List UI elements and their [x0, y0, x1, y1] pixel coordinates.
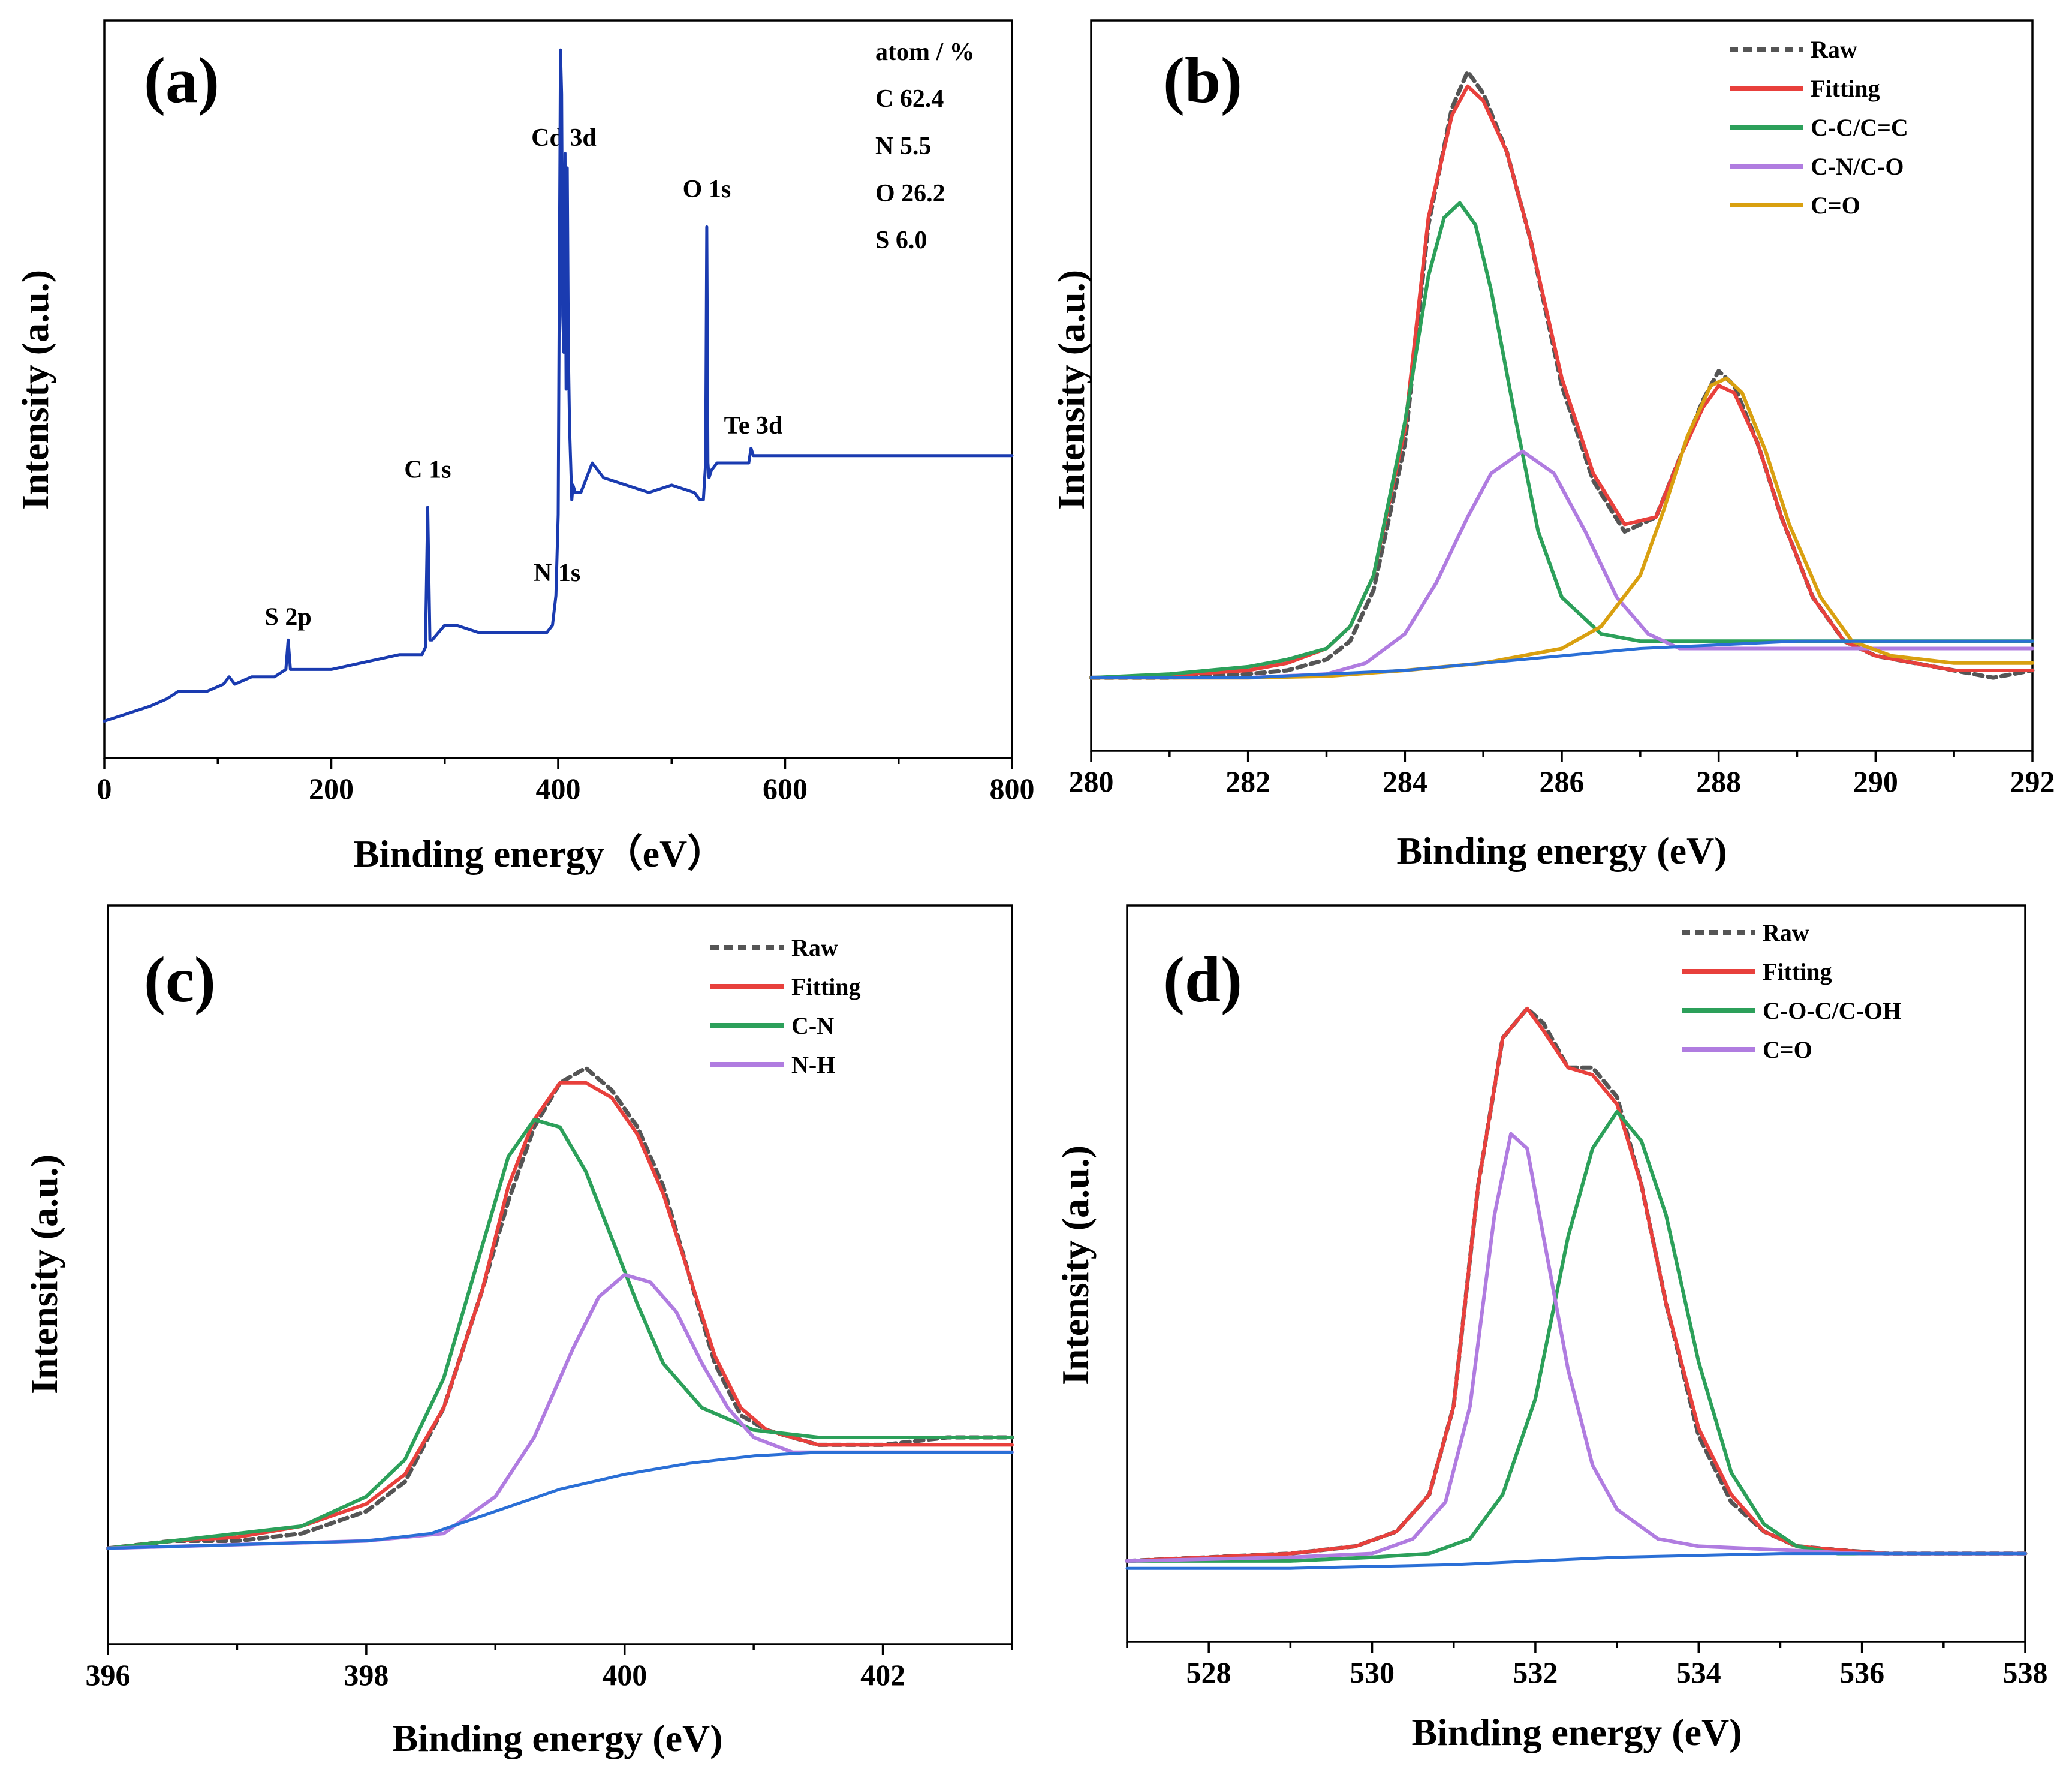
legend-label: C-N/C-O: [1811, 153, 1904, 180]
legend-label: Raw: [1763, 919, 1809, 946]
y-axis-label: Intensity (a.u.): [14, 270, 56, 510]
series-c-o-c-c-oh: [1125, 1109, 2027, 1563]
x-tick-label: 0: [97, 772, 112, 805]
x-tick-label: 290: [1853, 765, 1898, 798]
peak-label: Te 3d: [724, 412, 783, 440]
x-tick-label: 398: [344, 1658, 389, 1692]
legend: Raw Fitting C-C/C=C C-N/C-O C=O: [1730, 36, 1908, 219]
legend-label: C=O: [1763, 1036, 1812, 1063]
peak-label: C 1s: [404, 456, 451, 484]
x-tick-label: 400: [602, 1658, 647, 1692]
series-fitting: [1125, 1006, 2027, 1563]
series-c-n: [106, 1118, 1014, 1550]
x-tick-label: 600: [763, 772, 808, 805]
y-axis-label: Intensity (a.u.): [1050, 270, 1092, 510]
peak-label: Cd 3d: [531, 124, 597, 152]
x-ticks: 280 282 284 286 288 290 292: [1069, 751, 2055, 798]
series-fitting: [106, 1081, 1014, 1550]
y-axis-label: Intensity (a.u.): [23, 1154, 65, 1394]
x-tick-label: 286: [1540, 765, 1585, 798]
x-tick-label: 532: [1513, 1656, 1558, 1689]
legend-label: C-N: [791, 1012, 834, 1039]
series-n-h: [106, 1273, 1014, 1550]
panel-a: (a) Binding energy（eV） Intensity (a.u.) …: [14, 19, 1035, 875]
plot-frame: [1126, 904, 2026, 1643]
panel-tag: (b): [1163, 45, 1242, 116]
legend: Raw Fitting C-N N-H: [710, 934, 861, 1078]
plot-area: [1125, 1006, 2028, 1570]
x-ticks: 528 530 532 534 536 538: [1126, 1642, 2048, 1689]
x-tick-label: 400: [536, 772, 581, 805]
x-tick-label: 292: [2010, 765, 2055, 798]
panel-c: (c) Binding energy (eV) Intensity (a.u.)…: [23, 904, 1014, 1759]
composition-line: S 6.0: [875, 227, 927, 254]
legend: Raw Fitting C-O-C/C-OH C=O: [1682, 919, 1901, 1063]
panel-tag: (d): [1163, 944, 1242, 1016]
panel-tag: (c): [144, 944, 216, 1016]
legend-label: Raw: [1811, 36, 1857, 63]
legend-label: N-H: [791, 1051, 835, 1078]
x-tick-label: 280: [1069, 765, 1114, 798]
legend-label: C=O: [1811, 192, 1860, 219]
x-tick-label: 528: [1186, 1656, 1231, 1689]
legend-label: Raw: [791, 934, 838, 961]
series-c-n-c-o: [1089, 449, 2034, 680]
y-axis-label: Intensity (a.u.): [1054, 1145, 1097, 1385]
panel-tag: (a): [144, 45, 219, 116]
plot-area: [106, 1066, 1014, 1551]
legend-label: C-O-C/C-OH: [1763, 997, 1901, 1024]
x-tick-label: 200: [309, 772, 354, 805]
composition-table: atom / % C 62.4 N 5.5 O 26.2 S 6.0: [875, 38, 975, 254]
composition-line: O 26.2: [875, 180, 945, 207]
x-axis-label: Binding energy (eV): [1396, 829, 1727, 872]
series-background: [106, 1451, 1014, 1550]
plot-area: [103, 48, 1014, 723]
x-tick-label: 538: [2003, 1656, 2048, 1689]
legend-label: Fitting: [1763, 958, 1832, 985]
panel-b: (b) Binding energy (eV) Intensity (a.u.)…: [1050, 19, 2055, 872]
x-tick-label: 288: [1696, 765, 1741, 798]
x-axis-label: Binding energy (eV): [1411, 1711, 1742, 1753]
x-tick-label: 282: [1225, 765, 1270, 798]
composition-header: atom / %: [875, 38, 975, 66]
series-c-c-c-c: [1089, 201, 2034, 680]
series-background: [1125, 1552, 2027, 1570]
x-ticks: 0 200 400 600 800: [97, 758, 1035, 805]
series-c-o: [1089, 376, 2034, 680]
series-background: [1089, 639, 2034, 679]
x-tick-label: 402: [860, 1658, 905, 1692]
legend-label: Fitting: [1811, 75, 1880, 102]
x-tick-label: 284: [1383, 765, 1427, 798]
series-survey: [103, 48, 1014, 723]
x-ticks: 396 398 400 402: [86, 1644, 1013, 1692]
series-c-o: [1125, 1132, 2027, 1563]
x-tick-label: 396: [86, 1658, 131, 1692]
peak-label: O 1s: [683, 176, 731, 203]
plot-frame: [107, 904, 1013, 1645]
peak-label: S 2p: [264, 604, 311, 631]
x-axis-label: Binding energy（eV）: [354, 832, 725, 875]
x-axis-label: Binding energy (eV): [392, 1717, 722, 1759]
legend-label: C-C/C=C: [1811, 114, 1908, 141]
x-tick-label: 800: [990, 772, 1035, 805]
x-tick-label: 530: [1350, 1656, 1395, 1689]
series-raw: [106, 1066, 1014, 1551]
series-raw: [1125, 1006, 2028, 1563]
x-tick-label: 536: [1839, 1656, 1884, 1689]
plot-area: [1089, 69, 2035, 680]
composition-line: N 5.5: [875, 133, 931, 160]
composition-line: C 62.4: [875, 85, 944, 113]
panel-d: (d) Binding energy (eV) Intensity (a.u.)…: [1054, 904, 2048, 1753]
x-tick-label: 534: [1676, 1656, 1721, 1689]
legend-label: Fitting: [791, 973, 861, 1000]
